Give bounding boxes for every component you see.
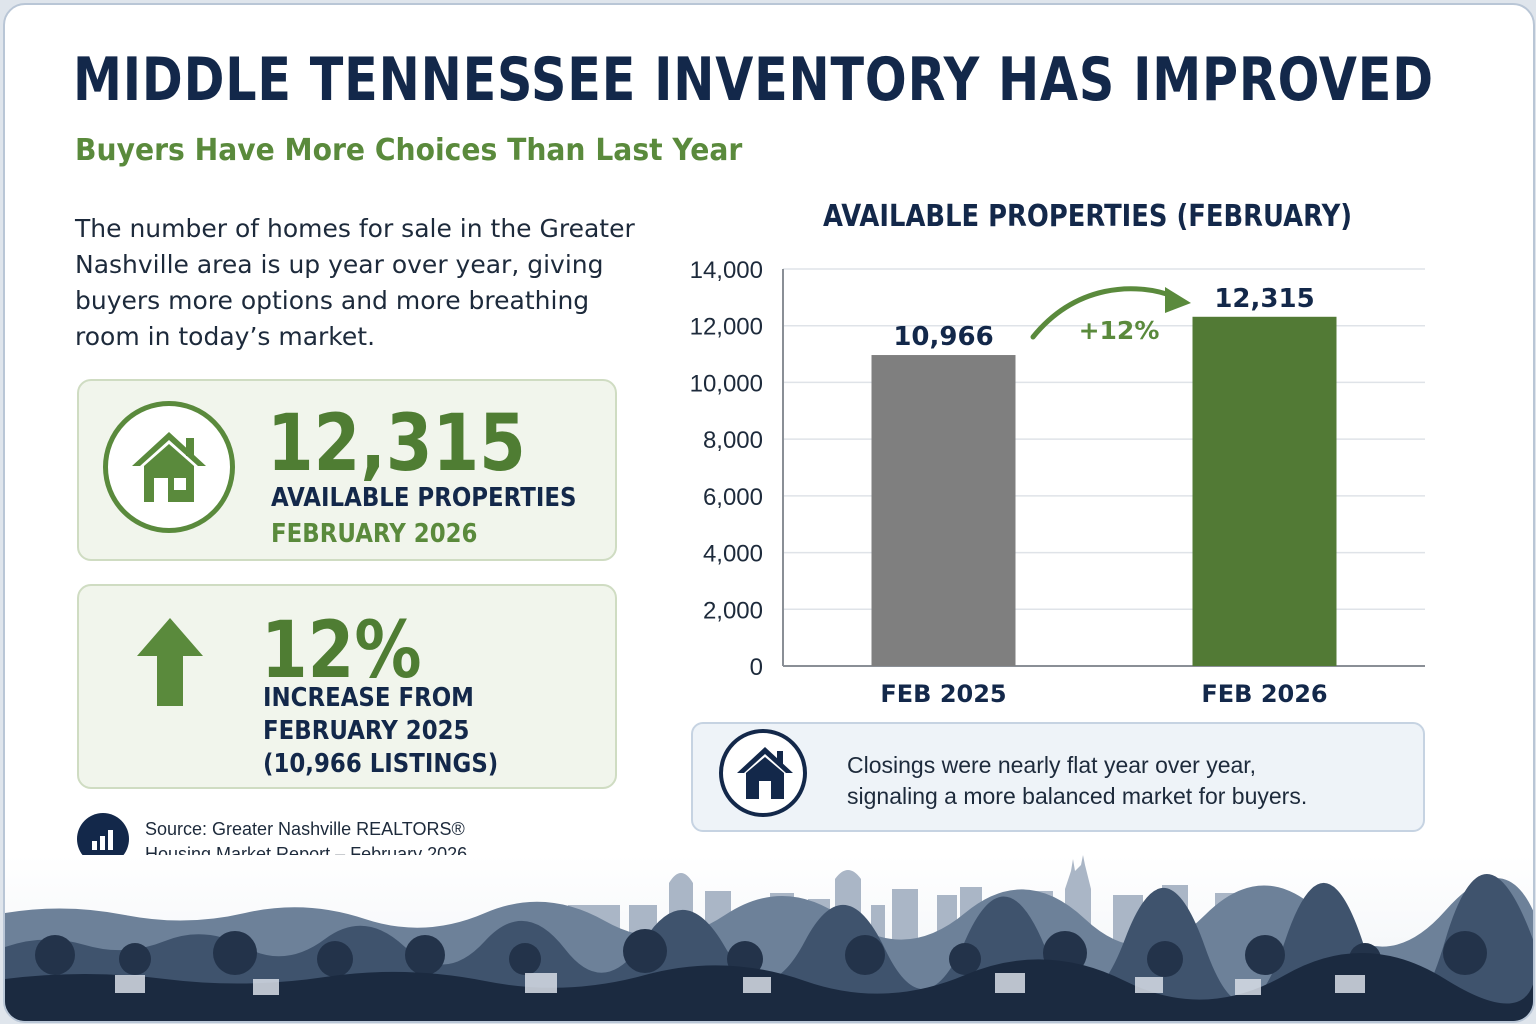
stat-increase: 12% INCREASE FROM FEBRUARY 2025 (10,966 …	[77, 584, 617, 789]
stat-value: 12%	[261, 606, 422, 696]
stat-value: 12,315	[267, 399, 526, 489]
y-tick-label: 10,000	[690, 370, 763, 397]
note-line: Closings were nearly flat year over year…	[847, 752, 1257, 778]
growth-arrow	[1030, 286, 1178, 340]
bar-chart: 02,0004,0006,0008,00010,00012,00014,000 …	[690, 257, 1425, 708]
page-subtitle: Buyers Have More Choices Than Last Year	[75, 133, 743, 168]
stat-label: AVAILABLE PROPERTIES	[271, 483, 577, 513]
city-skyline-illustration	[5, 855, 1533, 1021]
arrow-up-icon	[137, 618, 203, 706]
house-icon	[103, 401, 235, 533]
chart-title: AVAILABLE PROPERTIES (FEBRUARY)	[823, 199, 1353, 234]
stat-label-line: INCREASE FROM	[263, 683, 474, 713]
x-tick-label: FEB 2025	[880, 680, 1006, 708]
y-tick-label: 4,000	[703, 541, 763, 568]
bar-feb-2025	[871, 355, 1016, 666]
stat-available-properties: 12,315 AVAILABLE PROPERTIES FEBRUARY 202…	[77, 379, 617, 561]
growth-arrow-head	[1165, 287, 1191, 313]
y-tick-label: 2,000	[703, 597, 763, 624]
stat-label-line: FEBRUARY 2025	[263, 716, 470, 746]
y-tick-label: 14,000	[690, 257, 763, 284]
bar-data-label: 10,966	[893, 322, 993, 352]
y-tick-label: 8,000	[703, 427, 763, 454]
infographic-card: MIDDLE TENNESSEE INVENTORY HAS IMPROVED …	[3, 3, 1535, 1023]
stat-sublabel: FEBRUARY 2026	[271, 519, 478, 549]
house-icon	[719, 729, 807, 817]
note-text: Closings were nearly flat year over year…	[847, 750, 1307, 812]
source-line: Source: Greater Nashville REALTORS®	[145, 819, 465, 839]
page-title: MIDDLE TENNESSEE INVENTORY HAS IMPROVED	[73, 45, 1434, 115]
growth-annotation: +12%	[1079, 316, 1160, 345]
stat-label: INCREASE FROM FEBRUARY 2025 (10,966 LIST…	[263, 682, 498, 781]
intro-paragraph: The number of homes for sale in the Grea…	[75, 214, 635, 351]
y-tick-label: 0	[750, 654, 763, 681]
bar-data-label: 12,315	[1214, 284, 1314, 314]
x-tick-label: FEB 2026	[1201, 680, 1327, 708]
bar-feb-2026	[1192, 316, 1337, 666]
y-tick-label: 6,000	[703, 484, 763, 511]
closings-note: Closings were nearly flat year over year…	[691, 722, 1425, 832]
note-line: signaling a more balanced market for buy…	[847, 783, 1308, 809]
stat-label-line: (10,966 LISTINGS)	[263, 749, 499, 779]
y-tick-label: 12,000	[690, 314, 763, 341]
